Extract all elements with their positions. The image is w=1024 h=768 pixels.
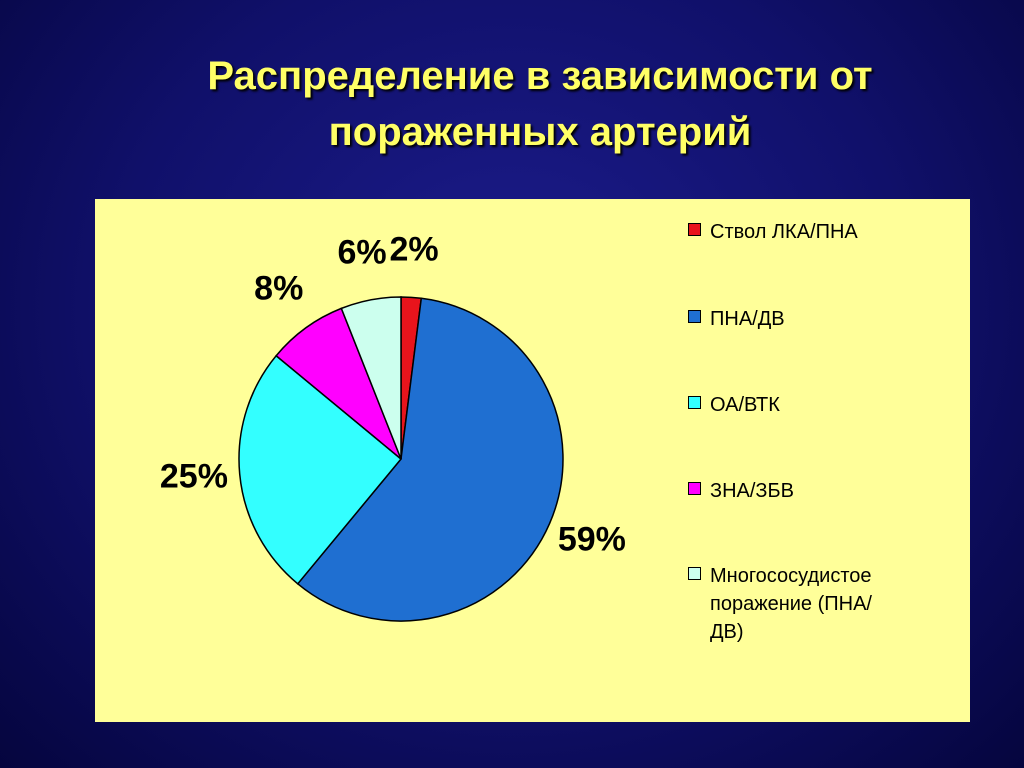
legend-swatch <box>688 396 701 409</box>
legend-label: Ствол ЛКА/ПНА <box>710 221 858 243</box>
legend-swatch <box>688 482 701 495</box>
legend-swatch <box>688 310 701 323</box>
pie-slice <box>238 354 403 585</box>
legend-swatch <box>688 567 701 580</box>
data-label: 6% <box>337 234 386 272</box>
pie-slice <box>340 296 402 460</box>
data-label: 8% <box>254 270 303 308</box>
slide-title: Распределение в зависимости от пораженны… <box>207 54 873 154</box>
pie-slice <box>296 297 564 622</box>
legend-swatch <box>688 223 701 236</box>
data-label: 59% <box>558 521 626 559</box>
data-label: 25% <box>160 458 228 496</box>
data-label: 2% <box>389 230 438 268</box>
legend-label: ОА/ВТК <box>710 394 780 416</box>
legend-label: ЗНА/ЗБВ <box>710 480 794 502</box>
legend-label: ПНА/ДВ <box>710 308 785 330</box>
legend-label: Многососудистое поражение (ПНА/ДВ) <box>710 565 872 643</box>
